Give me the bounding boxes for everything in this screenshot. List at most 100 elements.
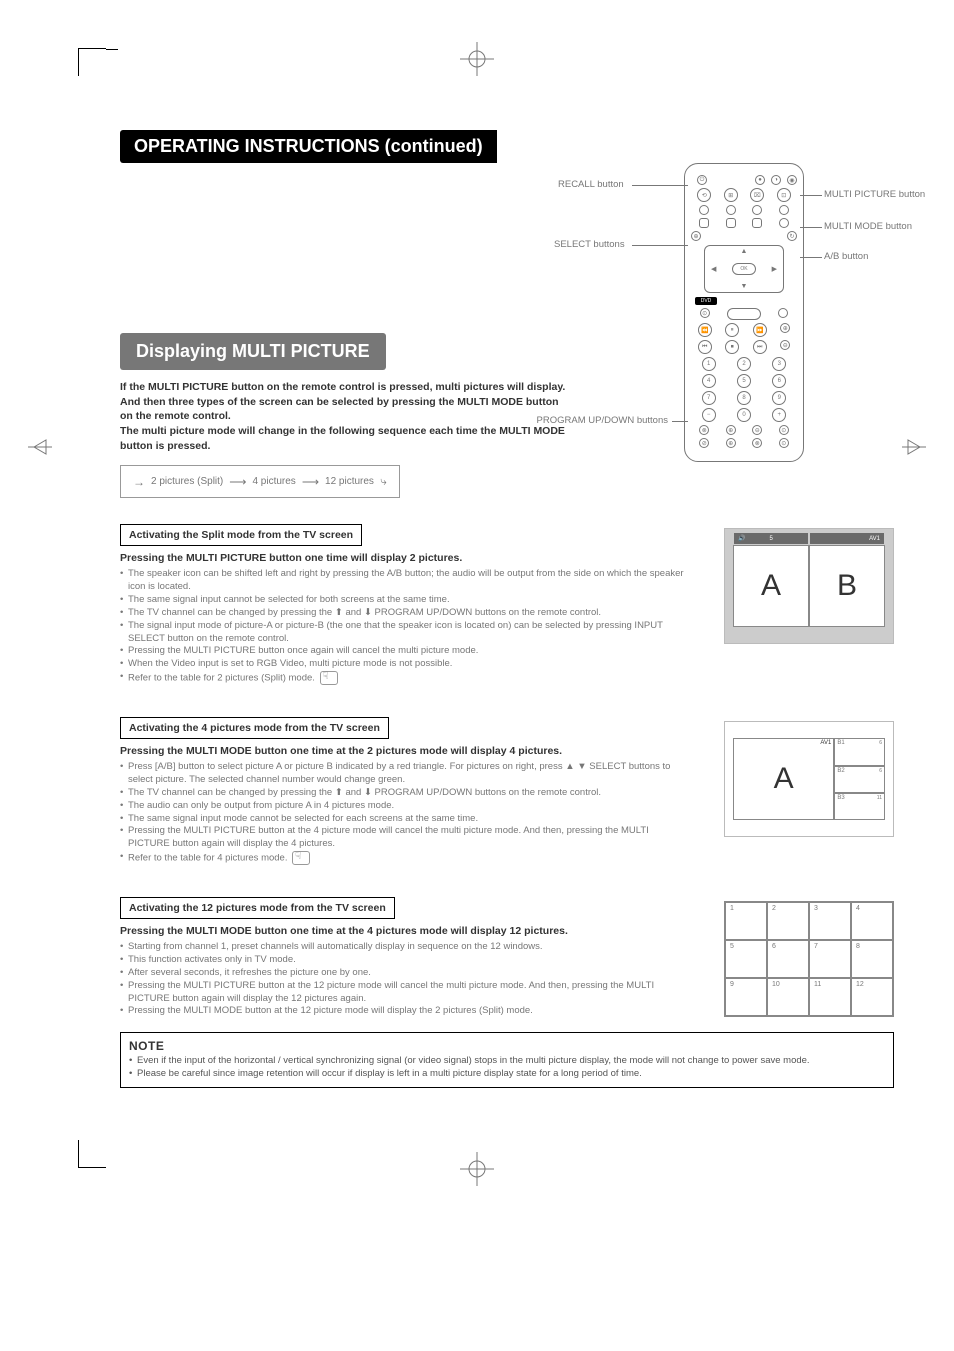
callout-recall: RECALL button (558, 179, 624, 190)
remote-btn: ⊞ (724, 188, 738, 202)
split-bullet: The speaker icon can be shifted left and… (120, 568, 684, 594)
remote-btn: ◑ (771, 175, 781, 185)
four-bullets: Press [A/B] button to select picture A o… (120, 761, 684, 865)
split-bullets: The speaker icon can be shifted left and… (120, 568, 684, 685)
four-bullet: The TV channel can be changed by pressin… (120, 787, 684, 800)
remote-btn (699, 205, 709, 215)
remote-btn: ⊙ (779, 438, 789, 448)
remote-btn: ⏪ (698, 323, 712, 337)
twelve-cell: 12 (851, 978, 893, 1016)
remote-btn (727, 308, 761, 320)
remote-power-icon: ⏻ (697, 175, 707, 185)
remote-btn: ⊘ (699, 438, 709, 448)
remote-btn (779, 205, 789, 215)
four-b3: B3 (837, 795, 844, 801)
twelve-cell: 5 (725, 940, 767, 978)
twelve-bullets: Starting from channel 1, preset channels… (120, 941, 684, 1018)
remote-btn (699, 218, 709, 228)
split-bullet: Pressing the MULTI PICTURE button once a… (120, 645, 684, 658)
four-bullet: The audio can only be output from pictur… (120, 800, 684, 813)
callout-multi-mode: MULTI MODE button (824, 221, 912, 232)
registration-mark-left (28, 430, 52, 464)
remote-key-4: 4 (702, 374, 716, 388)
section-title: Displaying MULTI PICTURE (120, 333, 386, 370)
figure-split: 🔊 5 A AV1 B (724, 528, 894, 644)
remote-btn: ◉ (787, 175, 797, 185)
twelve-cell: 1 (725, 902, 767, 940)
remote-btn (726, 205, 736, 215)
callout-select: SELECT buttons (554, 239, 625, 250)
remote-btn: ⏸ (725, 323, 739, 337)
remote-btn: ↻ (787, 231, 797, 241)
remote-btn (779, 218, 789, 228)
split-B: B (837, 569, 857, 603)
split-bullet: Refer to the table for 2 pictures (Split… (120, 671, 684, 685)
twelve-cell: 11 (809, 978, 851, 1016)
four-bullet: Refer to the table for 4 pictures mode. (120, 851, 684, 865)
flow-step-3: 12 pictures (325, 476, 374, 487)
figure-four: AV1 A B16 B26 B311 (724, 721, 894, 837)
remote-key-8: 8 (737, 391, 751, 405)
four-av1: AV1 (820, 740, 831, 746)
split-box-title: Activating the Split mode from the TV sc… (120, 524, 362, 546)
remote-btn: ● (755, 175, 765, 185)
twelve-bullet: Pressing the MULTI MODE button at the 12… (120, 1005, 684, 1018)
split-av1: AV1 (869, 536, 880, 542)
note-title: NOTE (129, 1039, 885, 1053)
remote-key-9: 9 (772, 391, 786, 405)
remote-key-6: 6 (772, 374, 786, 388)
four-b3-num: 11 (877, 795, 882, 801)
twelve-cell: 10 (767, 978, 809, 1016)
four-bullet: Press [A/B] button to select picture A o… (120, 761, 684, 787)
twelve-cell: 7 (809, 940, 851, 978)
registration-mark-right (902, 430, 926, 464)
remote-btn: ⏹ (725, 340, 739, 354)
split-A: A (761, 569, 781, 603)
remote-btn: ⟲ (697, 188, 711, 202)
four-bullet: Pressing the MULTI PICTURE button at the… (120, 825, 684, 851)
remote-illustration: RECALL button SELECT buttons PROGRAM UP/… (594, 163, 894, 462)
hand-icon (292, 851, 310, 865)
crop-mark-bl (78, 1140, 106, 1168)
flow-step-2: 4 pictures (252, 476, 295, 487)
split-bullet: The TV channel can be changed by pressin… (120, 607, 684, 620)
remote-btn: ⊕ (726, 438, 736, 448)
remote-btn (752, 218, 762, 228)
figure-twelve: 1 2 3 4 5 6 7 8 9 10 11 12 (724, 901, 894, 1017)
remote-key-1: 1 (702, 357, 716, 371)
remote-key-2: 2 (737, 357, 751, 371)
twelve-bullet: Starting from channel 1, preset channels… (120, 941, 684, 954)
four-bullet: The same signal input mode cannot be sel… (120, 813, 684, 826)
remote-btn: − (702, 408, 716, 422)
remote-btn: ⊖ (780, 340, 790, 350)
remote-btn (778, 308, 788, 318)
crop-mark-tl (78, 48, 106, 76)
flow-step-1: 2 pictures (Split) (151, 476, 223, 487)
hand-icon (320, 671, 338, 685)
remote-btn (726, 218, 736, 228)
twelve-bullet: After several seconds, it refreshes the … (120, 967, 684, 980)
twelve-cell: 3 (809, 902, 851, 940)
remote-btn: ⊗ (699, 425, 709, 435)
note-box: NOTE Even if the input of the horizontal… (120, 1032, 894, 1088)
four-heading: Pressing the MULTI MODE button one time … (120, 745, 684, 757)
four-big-A: A (774, 762, 794, 796)
remote-key-5: 5 (737, 374, 751, 388)
remote-btn: ⊕ (726, 425, 736, 435)
remote-btn: ⊙ (700, 308, 710, 318)
remote-btn: ⊕ (691, 231, 701, 241)
remote-btn: ⏮ (698, 340, 712, 354)
twelve-heading: Pressing the MULTI MODE button one time … (120, 925, 684, 937)
split-heading: Pressing the MULTI PICTURE button one ti… (120, 552, 684, 564)
split-speaker-icon: 🔊 (738, 535, 745, 542)
callout-multi-picture: MULTI PICTURE button (824, 189, 925, 200)
four-b1: B1 (837, 740, 844, 746)
twelve-cell: 6 (767, 940, 809, 978)
remote-key-7: 7 (702, 391, 716, 405)
note-item: Even if the input of the horizontal / ve… (129, 1055, 885, 1068)
registration-mark-bottom (460, 1152, 494, 1186)
four-b1-num: 6 (879, 740, 882, 746)
twelve-box-title: Activating the 12 pictures mode from the… (120, 897, 395, 919)
remote-btn: ⏭ (753, 340, 767, 354)
remote-btn: ⊕ (780, 323, 790, 333)
